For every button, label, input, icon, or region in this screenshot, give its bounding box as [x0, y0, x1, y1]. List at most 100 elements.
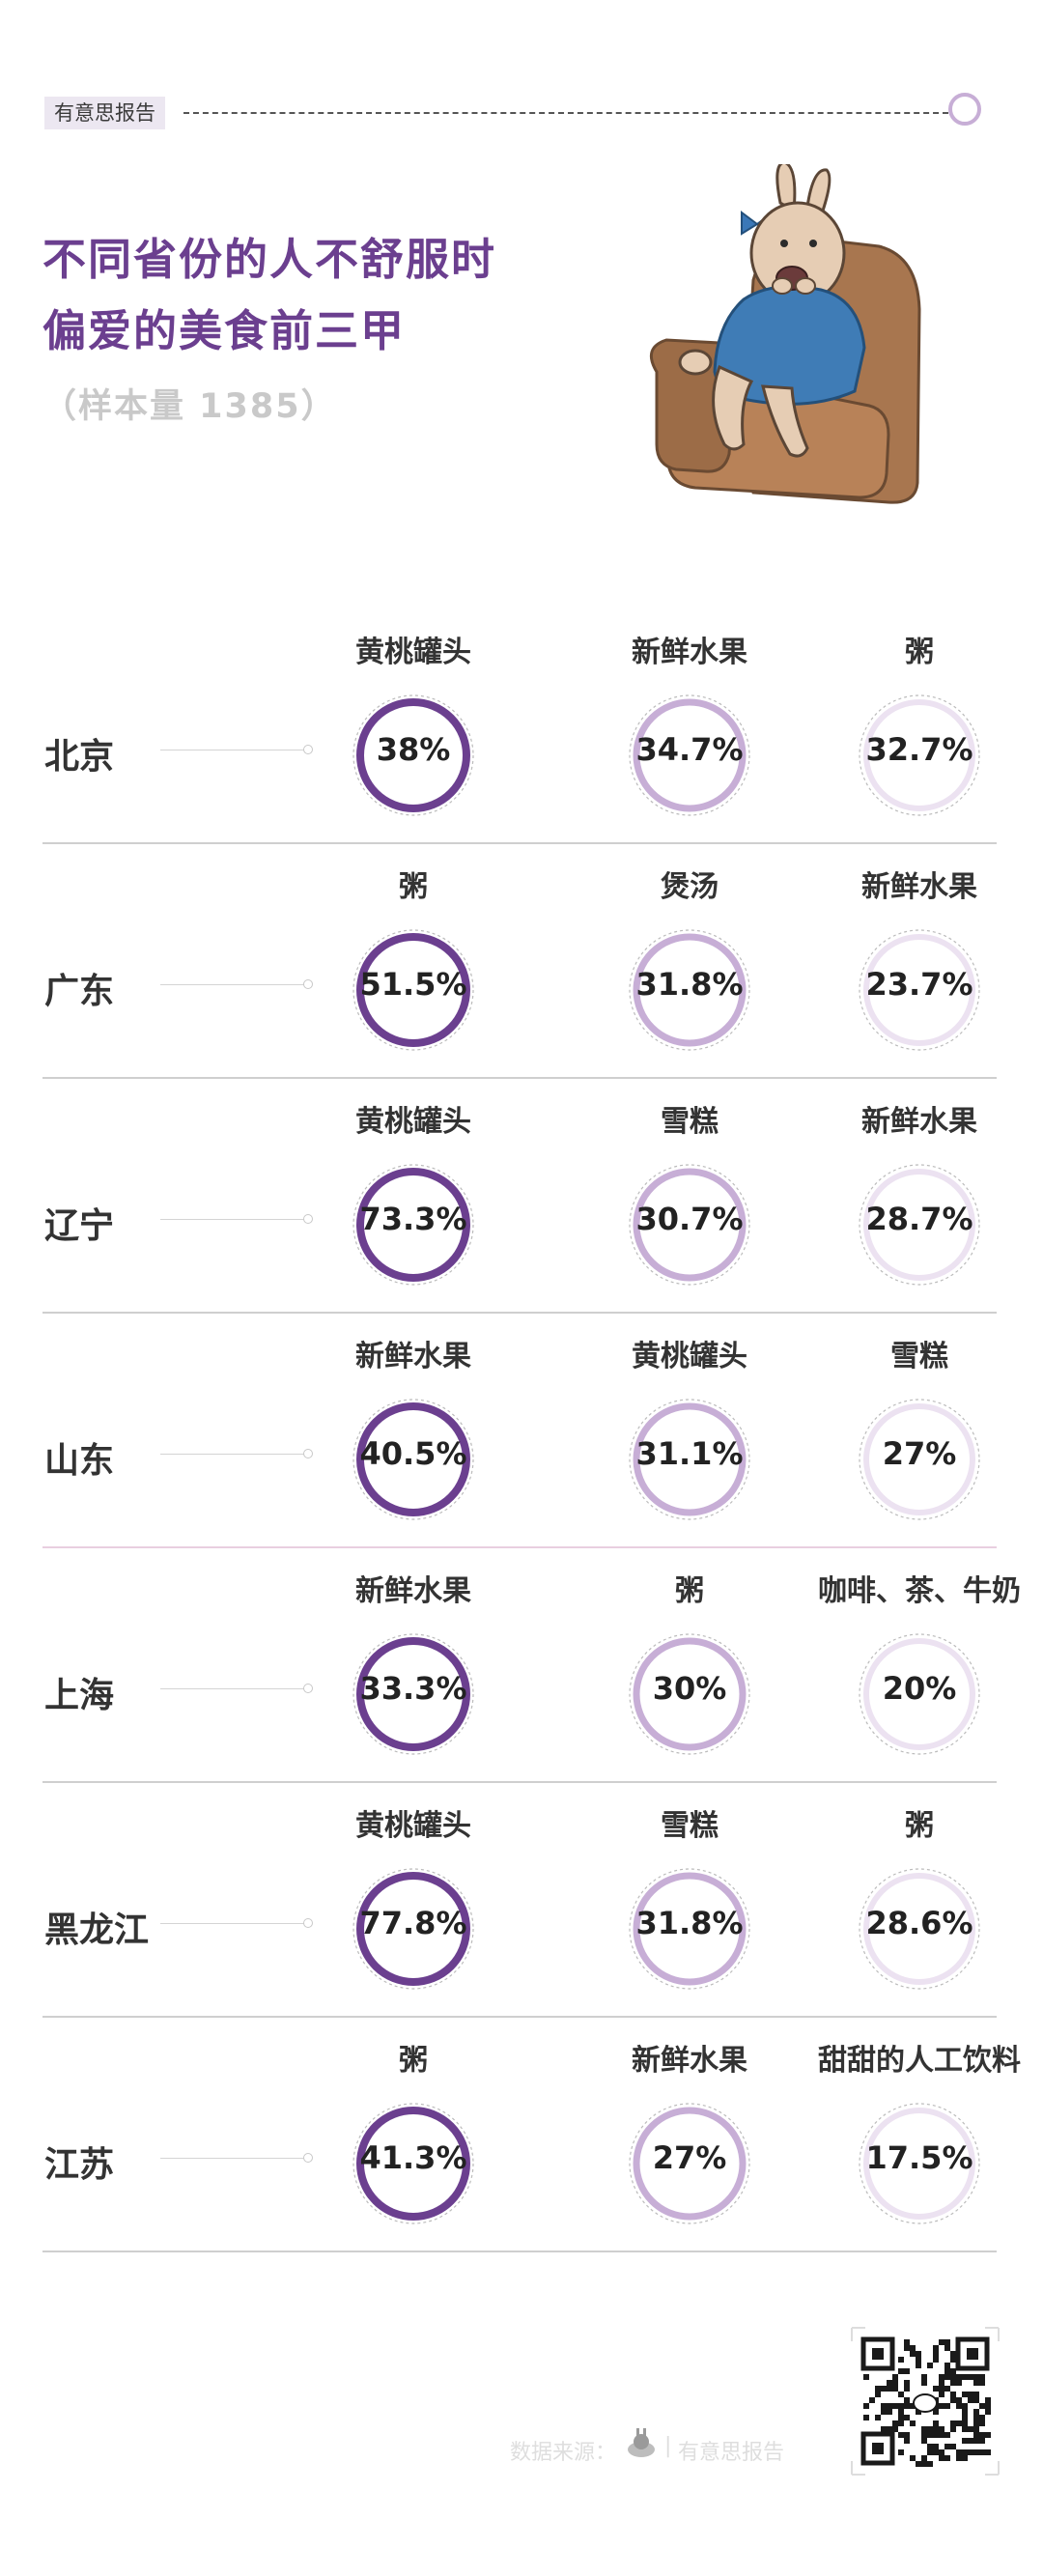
row-divider [42, 1077, 997, 1079]
qr-module [985, 2432, 991, 2438]
qr-module [881, 2426, 887, 2432]
connector-line [160, 984, 305, 985]
qr-module [944, 2368, 950, 2374]
ring-stroke [356, 1637, 470, 1751]
percent-label: 30% [652, 1670, 727, 1707]
qr-module [939, 2339, 944, 2345]
connector-dot [303, 2153, 313, 2163]
data-source-label: 数据来源： [510, 2441, 617, 2465]
connector-dot [303, 979, 313, 989]
percent-label: 51.5% [359, 966, 467, 1003]
qr-module [927, 2432, 933, 2438]
qr-module [973, 2380, 979, 2386]
qr-module [962, 2438, 968, 2444]
qr-module [968, 2374, 973, 2380]
qr-module [968, 2449, 973, 2455]
qr-module [921, 2426, 927, 2432]
ring-dashed-outline [629, 2103, 750, 2224]
qr-module [985, 2409, 991, 2415]
qr-module [950, 2368, 956, 2374]
ring-stroke [633, 1402, 747, 1516]
ring-dashed-outline [352, 2103, 474, 2224]
percent-ring-rank2 [629, 2103, 750, 2224]
qr-module [904, 2380, 910, 2386]
ring-dashed-outline [352, 1633, 474, 1755]
qr-module [939, 2426, 944, 2432]
connector-dot [303, 1918, 313, 1928]
percent-ring-rank3 [859, 1868, 980, 1990]
food-label: 粥 [399, 870, 428, 904]
qr-module [898, 2357, 904, 2363]
qr-module [985, 2397, 991, 2403]
row-divider [42, 842, 997, 844]
percent-label: 27% [652, 2139, 727, 2176]
qr-module [881, 2403, 887, 2409]
qr-module [939, 2432, 944, 2438]
ring-stroke [633, 1872, 747, 1986]
connector-dot [303, 745, 313, 754]
qr-module [921, 2455, 927, 2461]
percent-ring-rank1 [352, 1868, 474, 1990]
qr-module [898, 2368, 904, 2374]
qr-module [973, 2432, 979, 2438]
ring-stroke [356, 1402, 470, 1516]
percent-label: 23.7% [865, 966, 973, 1003]
qr-module [939, 2455, 944, 2461]
qr-module [887, 2403, 892, 2409]
ring-dashed-outline [352, 929, 474, 1051]
qr-module [898, 2420, 904, 2426]
qr-module [904, 2432, 910, 2438]
ring-dashed-outline [629, 694, 750, 816]
qr-module [898, 2403, 904, 2409]
qr-module [887, 2409, 892, 2415]
ring-dashed-outline [859, 1633, 980, 1755]
percent-label: 41.3% [359, 2139, 467, 2176]
qr-module [910, 2455, 916, 2461]
percent-label: 31.8% [635, 966, 744, 1003]
qr-module [979, 2380, 985, 2386]
qr-module [985, 2403, 991, 2409]
ring-stroke [863, 2108, 975, 2220]
qr-module [904, 2386, 910, 2392]
ring-stroke [633, 1637, 747, 1751]
row-divider [42, 2016, 997, 2018]
qr-module [916, 2461, 921, 2467]
qr-module [962, 2455, 968, 2461]
qr-module [979, 2403, 985, 2409]
qr-module [968, 2426, 973, 2432]
qr-module [933, 2345, 939, 2351]
qr-module [933, 2444, 939, 2449]
qr-module [933, 2432, 939, 2438]
qr-code[interactable] [850, 2326, 1001, 2477]
ring-dashed-outline [629, 1399, 750, 1520]
qr-module [979, 2432, 985, 2438]
percent-ring-rank3 [859, 694, 980, 816]
percent-label: 17.5% [865, 2139, 973, 2176]
qr-module [939, 2374, 944, 2380]
qr-module [881, 2409, 887, 2415]
qr-module [933, 2409, 939, 2415]
percent-label: 38% [376, 731, 451, 768]
province-label: 黑龙江 [44, 1911, 150, 1950]
food-label: 粥 [399, 2044, 428, 2078]
food-label: 新鲜水果 [632, 2044, 747, 2078]
qr-module [979, 2415, 985, 2420]
qr-module [933, 2426, 939, 2432]
qr-module [927, 2363, 933, 2368]
percent-label: 27% [882, 1435, 957, 1472]
percent-ring-rank2 [629, 1868, 750, 1990]
qr-module [898, 2432, 904, 2438]
percent-ring-rank3 [859, 1633, 980, 1755]
qr-module [950, 2426, 956, 2432]
qr-module [979, 2438, 985, 2444]
qr-module [962, 2409, 968, 2415]
ring-dashed-outline [629, 1633, 750, 1755]
food-label: 粥 [905, 636, 934, 669]
footer-separator: | [664, 2434, 672, 2458]
page-title-line2: 偏爱的美食前三甲 [42, 305, 407, 356]
qr-module [921, 2438, 927, 2444]
qr-module [904, 2438, 910, 2444]
header-circle-icon [948, 93, 981, 126]
ring-stroke [863, 934, 975, 1046]
percent-label: 20% [882, 1670, 957, 1707]
